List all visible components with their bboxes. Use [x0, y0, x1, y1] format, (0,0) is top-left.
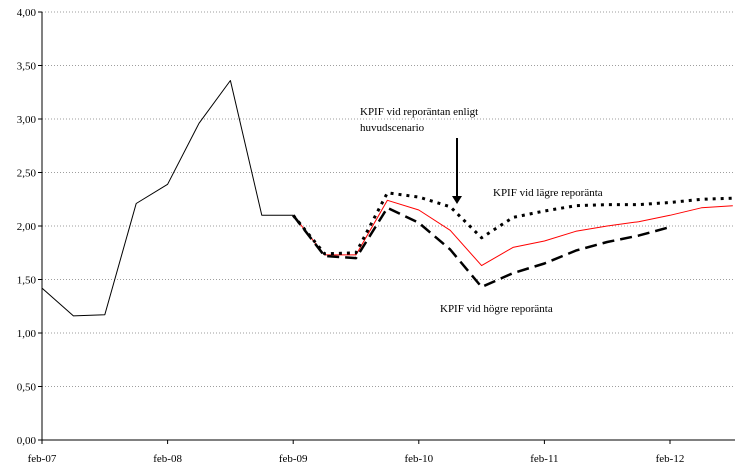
x-tick-labels: feb-07 feb-08 feb-09 feb-10 feb-11 feb-12 [28, 453, 685, 465]
y-tick-labels: 0,00 0,50 1,00 1,50 2,00 2,50 3,00 3,50 4,00 [17, 7, 37, 447]
series-line-0 [41, 80, 294, 317]
y-tick-label: 2,00 [17, 221, 37, 233]
annotation-higher-repo: KPIF vid högre reporänta [440, 303, 553, 315]
x-tick-label: feb-09 [279, 453, 308, 465]
y-tick-label: 3,00 [17, 114, 37, 126]
annotation-main-line2: huvudscenario [360, 122, 425, 134]
x-tick-label: feb-07 [28, 453, 57, 465]
series-line-3 [292, 206, 671, 289]
y-tick-label: 2,50 [17, 168, 37, 180]
series-lines [41, 80, 733, 317]
y-tick-label: 3,50 [17, 61, 37, 73]
x-tick-label: feb-08 [153, 453, 182, 465]
annotation-main-line1: KPIF vid reporäntan enligt [360, 106, 478, 118]
series-line-1 [292, 199, 733, 267]
axes [38, 11, 735, 444]
y-tick-label: 1,00 [17, 328, 37, 340]
annotation-arrow [452, 138, 462, 204]
gridlines [42, 11, 735, 387]
y-tick-label: 0,50 [17, 382, 37, 394]
x-tick-label: feb-10 [404, 453, 433, 465]
y-tick-label: 1,50 [17, 275, 37, 287]
x-tick-label: feb-11 [530, 453, 558, 465]
series-line-2 [292, 191, 733, 256]
y-tick-label: 4,00 [17, 7, 37, 19]
y-tick-label: 0,00 [17, 435, 37, 447]
annotation-lower-repo: KPIF vid lägre reporänta [493, 187, 603, 199]
x-tick-label: feb-12 [656, 453, 685, 465]
